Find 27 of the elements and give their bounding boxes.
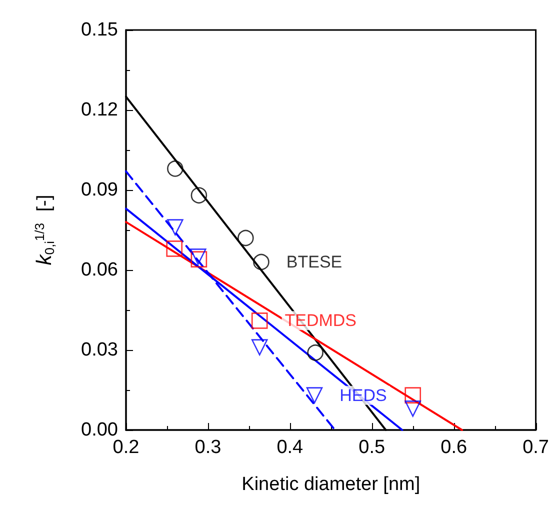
series-label: BTESE bbox=[286, 252, 342, 272]
point bbox=[251, 339, 268, 356]
point bbox=[167, 219, 184, 236]
y-tick-label: 0.09 bbox=[81, 180, 118, 200]
point bbox=[167, 160, 184, 177]
point bbox=[190, 187, 208, 204]
x-axis-title: Kinetic diameter [nm] bbox=[242, 474, 420, 495]
x-tick-label: 0.7 bbox=[522, 437, 550, 458]
y-tick-label: 0.12 bbox=[81, 100, 118, 120]
x-tick-label: 0.4 bbox=[276, 437, 304, 458]
point bbox=[253, 254, 270, 270]
y-tick-label: 0.06 bbox=[81, 260, 118, 280]
point bbox=[306, 387, 323, 404]
y-tick-label: 0.03 bbox=[81, 340, 118, 360]
point bbox=[251, 312, 268, 329]
point bbox=[166, 240, 183, 257]
point bbox=[404, 387, 422, 404]
point bbox=[307, 344, 324, 361]
y-tick-label: 0.15 bbox=[81, 20, 118, 40]
x-tick-label: 0.3 bbox=[194, 437, 222, 458]
x-tick-label: 0.5 bbox=[358, 437, 386, 458]
point bbox=[238, 230, 254, 246]
point bbox=[404, 400, 422, 417]
x-tick-label: 0.6 bbox=[440, 437, 468, 458]
y-axis-title: k0,i1/3 [-] bbox=[32, 194, 57, 266]
series-label: HEDS bbox=[340, 386, 387, 405]
series-label: TEDMDS bbox=[284, 311, 357, 330]
